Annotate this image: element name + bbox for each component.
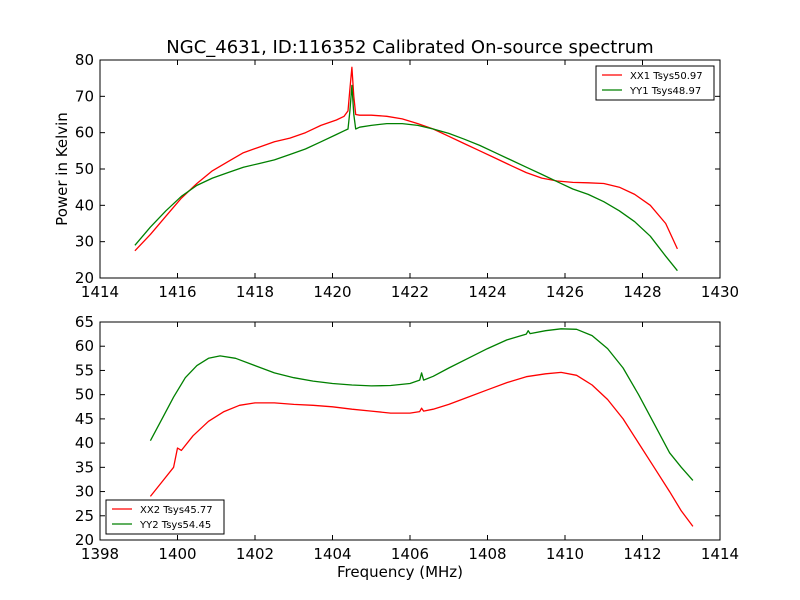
legend-label-1-1: XX1 Tsys50.97 bbox=[630, 71, 703, 82]
series-line-2-2 bbox=[149, 328, 694, 481]
x-tick-label-2-0: 1398 bbox=[81, 545, 119, 563]
x-tick-label-2-1: 1400 bbox=[158, 545, 196, 563]
y-tick-label-1-1: 30 bbox=[75, 233, 94, 251]
legend-2: XX2 Tsys45.77 YY2 Tsys54.45 bbox=[105, 499, 225, 535]
y-tick-label-2-2: 30 bbox=[75, 483, 94, 501]
figure-title: NGC_4631, ID:116352 Calibrated On-source… bbox=[166, 37, 653, 58]
subplot-2: 1398 1400 1402 1404 1406 1408 1410 1412 1414 20 25… bbox=[75, 313, 739, 581]
x-axis-title-2: Frequency (MHz) bbox=[337, 563, 463, 581]
x-tick-label-2-4: 1406 bbox=[391, 545, 429, 563]
y-tick-label-2-4: 40 bbox=[75, 434, 94, 452]
x-tick-label-1-4: 1422 bbox=[391, 283, 429, 301]
x-tick-label-2-8: 1414 bbox=[701, 545, 739, 563]
x-tick-label-1-8: 1430 bbox=[701, 283, 739, 301]
x-tick-label-1-7: 1428 bbox=[623, 283, 661, 301]
x-tick-label-1-0: 1414 bbox=[81, 283, 119, 301]
y-tick-label-1-0: 20 bbox=[75, 269, 94, 287]
x-tick-label-2-7: 1412 bbox=[623, 545, 661, 563]
y-tick-label-2-9: 65 bbox=[75, 313, 94, 331]
series-line-1-1 bbox=[134, 66, 678, 252]
series-line-1-2 bbox=[134, 84, 678, 272]
y-tick-label-1-5: 70 bbox=[75, 87, 94, 105]
legend-box-2 bbox=[105, 499, 225, 535]
y-tick-label-2-0: 20 bbox=[75, 531, 94, 549]
y-tick-label-2-3: 35 bbox=[75, 458, 94, 476]
y-tick-label-2-6: 50 bbox=[75, 386, 94, 404]
series-line-2-1 bbox=[149, 371, 694, 527]
legend-label-2-1: XX2 Tsys45.77 bbox=[140, 505, 213, 516]
x-tick-label-2-2: 1402 bbox=[236, 545, 274, 563]
legend-1: XX1 Tsys50.97 YY1 Tsys48.97 bbox=[595, 65, 715, 101]
legend-box-1 bbox=[595, 65, 715, 101]
y-tick-label-1-4: 60 bbox=[75, 124, 94, 142]
x-tick-label-2-6: 1410 bbox=[546, 545, 584, 563]
x-tick-label-2-3: 1404 bbox=[313, 545, 351, 563]
y-tick-label-2-8: 60 bbox=[75, 337, 94, 355]
x-tick-label-1-3: 1420 bbox=[313, 283, 351, 301]
y-tick-label-2-1: 25 bbox=[75, 507, 94, 525]
x-tick-label-1-2: 1418 bbox=[236, 283, 274, 301]
subplot-1: 1414 1416 1418 1420 1422 1424 1426 1428 1430 20 30… bbox=[53, 51, 739, 301]
y-tick-label-1-6: 80 bbox=[75, 51, 94, 69]
y-tick-label-1-3: 50 bbox=[75, 160, 94, 178]
x-tick-label-1-6: 1426 bbox=[546, 283, 584, 301]
legend-label-2-2: YY2 Tsys54.45 bbox=[139, 520, 211, 531]
y-tick-label-2-7: 55 bbox=[75, 361, 94, 379]
x-tick-label-1-1: 1416 bbox=[158, 283, 196, 301]
y-tick-label-2-5: 45 bbox=[75, 410, 94, 428]
y-tick-label-1-2: 40 bbox=[75, 196, 94, 214]
x-tick-label-2-5: 1408 bbox=[468, 545, 506, 563]
legend-label-1-2: YY1 Tsys48.97 bbox=[629, 86, 701, 97]
x-tick-label-1-5: 1424 bbox=[468, 283, 506, 301]
y-axis-title-1: Power in Kelvin bbox=[53, 112, 71, 226]
